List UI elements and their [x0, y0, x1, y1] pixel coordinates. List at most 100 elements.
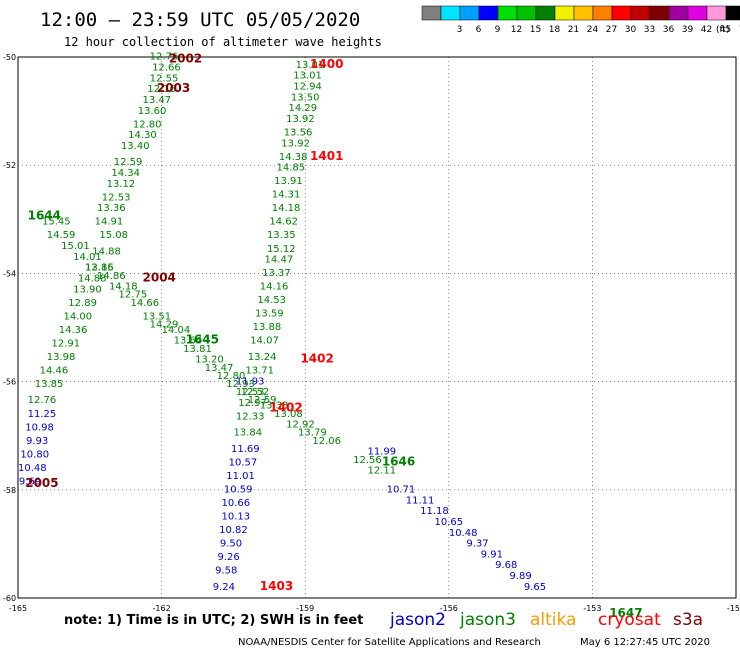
colorbar-tick-label: 18 — [549, 25, 561, 35]
colorbar-swatch — [440, 5, 461, 21]
swh-value-label: 12.56 — [353, 455, 382, 466]
swh-value-label: 13.01 — [293, 71, 322, 82]
swh-value-label: 13.47 — [205, 363, 234, 374]
swh-value-label: 10.48 — [449, 528, 478, 539]
swh-value-label: 12.92 — [286, 420, 315, 431]
satellite-legend-jason2: jason2 — [389, 610, 446, 630]
pass-time-label: 1402 — [269, 400, 302, 414]
swh-value-label: 14.07 — [250, 336, 279, 347]
colorbar-swatch — [706, 5, 727, 21]
swh-value-label: 15.45 — [42, 217, 71, 228]
swh-value-label: 14.38 — [279, 152, 308, 163]
swh-value-label: 14.47 — [265, 255, 294, 266]
swh-value-label: 14.18 — [109, 282, 138, 293]
swh-value-label: 12.93 — [226, 379, 255, 390]
swh-value-label: 9.89 — [509, 571, 531, 582]
swh-value-label: 10.98 — [25, 422, 54, 433]
y-tick-label: -54 — [3, 269, 16, 278]
colorbar-swatch — [649, 5, 670, 21]
swh-value-label: 13.36 — [97, 203, 126, 214]
swh-value-label: 11.18 — [420, 506, 449, 517]
swh-value-label: 14.18 — [272, 203, 301, 214]
colorbar-tick-label: 30 — [625, 25, 637, 35]
colorbar-legend: 36912151821242730333639424570(ft) — [421, 5, 740, 35]
swh-value-label: 11.25 — [28, 409, 57, 420]
pass-time-label: 1647 — [609, 606, 642, 620]
swh-value-label: 14.91 — [95, 217, 124, 228]
swh-value-label: 14.29 — [288, 103, 317, 114]
swh-value-label: 9.69 — [19, 476, 41, 487]
swh-value-label: 12.33 — [236, 411, 265, 422]
swh-value-label: 9.65 — [524, 582, 546, 593]
colorbar-tick-label: 24 — [587, 25, 599, 35]
swh-value-label: 13.64 — [174, 336, 203, 347]
swh-value-label: 10.57 — [229, 457, 258, 468]
satellite-legend-jason3: jason3 — [459, 610, 516, 630]
swh-value-label: 11.99 — [367, 447, 396, 458]
y-tick-label: -58 — [3, 486, 16, 495]
swh-value-label: 12.94 — [293, 81, 322, 92]
colorbar-tick-label: 15 — [530, 25, 541, 35]
swh-value-label: 14.85 — [277, 163, 306, 174]
swh-value-label: 12.89 — [68, 298, 97, 309]
colorbar-swatch — [421, 5, 442, 21]
swh-value-label: 13.56 — [284, 127, 313, 138]
swh-value-label: 13.50 — [291, 92, 320, 103]
swh-value-label: 11.93 — [236, 376, 265, 387]
colorbar-swatch — [478, 5, 499, 21]
swh-value-label: 14.36 — [59, 325, 88, 336]
swh-value-label: 13.01 — [296, 60, 325, 71]
swh-value-label: 15.01 — [61, 241, 90, 252]
y-tick-label: -56 — [3, 378, 16, 387]
swh-value-label: 10.80 — [20, 449, 49, 460]
pass-time-label: 1400 — [310, 57, 343, 71]
colorbar-tick-label: 45 — [720, 25, 731, 35]
swh-value-label: 9.50 — [220, 539, 242, 550]
swh-value-label: 12.91 — [52, 338, 81, 349]
swh-value-label: 10.59 — [224, 485, 253, 496]
colorbar-swatch — [668, 5, 689, 21]
swh-value-label: 13.92 — [286, 114, 315, 125]
footer-note: note: 1) Time is in UTC; 2) SWH is in fe… — [64, 613, 363, 628]
chart-title: 12:00 – 23:59 UTC 05/05/2020 — [40, 9, 360, 31]
swh-value-label: 10.66 — [221, 498, 250, 509]
swh-value-label: 9.68 — [495, 560, 517, 571]
swh-value-label: 13.20 — [195, 355, 224, 366]
swh-value-label: 13.47 — [142, 95, 171, 106]
x-tick-label: -150 — [727, 604, 740, 613]
colorbar-swatch — [630, 5, 651, 21]
chart-subtitle: 12 hour collection of altimeter wave hei… — [64, 35, 382, 49]
pass-time-label: 2002 — [169, 51, 202, 65]
colorbar-tick-label: 21 — [568, 25, 579, 35]
swh-value-label: 12.53 — [236, 387, 265, 398]
swh-value-label: 9.58 — [215, 566, 237, 577]
swh-value-label: 14.34 — [111, 168, 140, 179]
pass-time-label: 1403 — [260, 579, 293, 593]
swh-value-label: 12.76 — [28, 395, 57, 406]
swh-value-label: 13.98 — [47, 352, 76, 363]
swh-value-label: 13.79 — [298, 428, 327, 439]
x-tick-label: -165 — [9, 604, 27, 613]
swh-value-label: 10.71 — [387, 485, 416, 496]
x-tick-label: -162 — [153, 604, 171, 613]
colorbar-tick-label: 70 — [739, 25, 740, 35]
swh-value-label: 14.59 — [47, 230, 76, 241]
swh-value-label: 14.88 — [78, 274, 107, 285]
swh-value-label: 13.85 — [35, 379, 64, 390]
swh-value-label: 14.04 — [162, 325, 191, 336]
swh-value-label: 15.12 — [267, 244, 296, 255]
x-tick-label: -156 — [440, 604, 458, 613]
colorbar-tick-label: 3 — [457, 25, 463, 35]
swh-value-label: 12.53 — [102, 192, 131, 203]
swh-value-label: 12.76 — [150, 52, 179, 63]
swh-value-label: 14.53 — [257, 295, 286, 306]
satellite-legend-s3a: s3a — [673, 610, 703, 630]
swh-value-label: 13.59 — [255, 309, 284, 320]
colorbar-tick-label: 42 — [701, 25, 712, 35]
colorbar-tick-label: 9 — [495, 25, 501, 35]
x-tick-label: -153 — [583, 604, 601, 613]
colorbar-swatch — [459, 5, 480, 21]
